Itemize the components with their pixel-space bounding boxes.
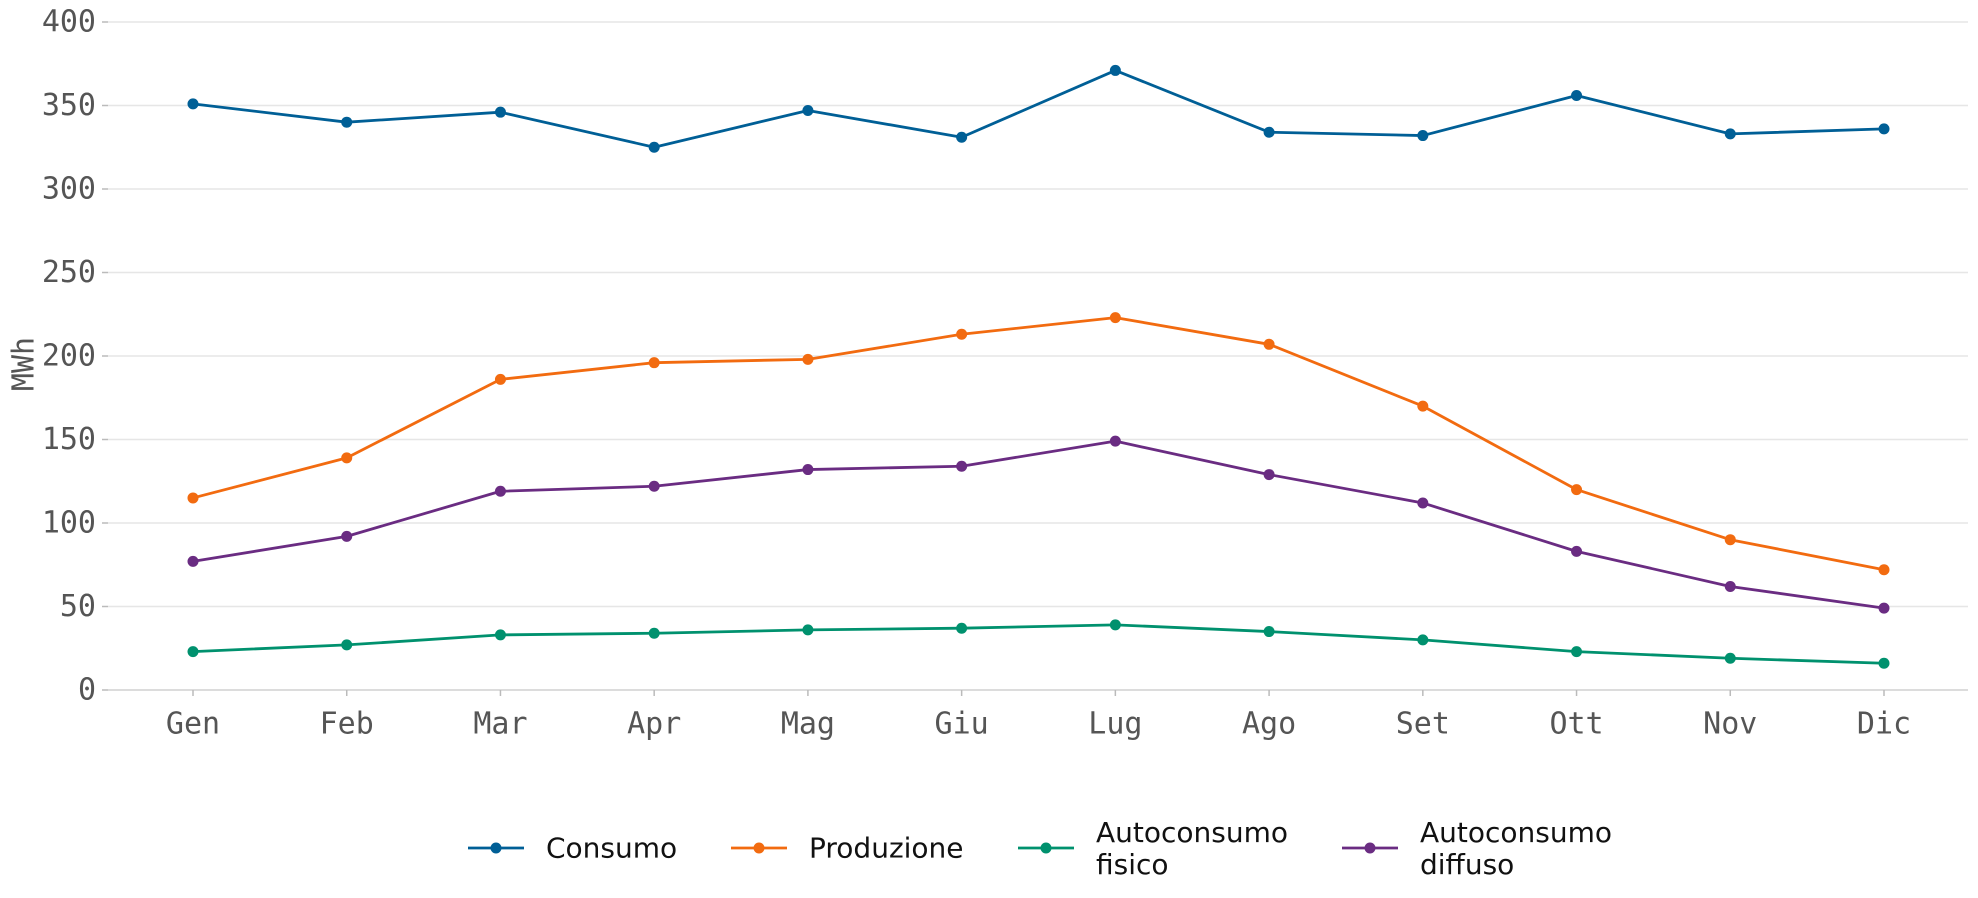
legend-label: Autoconsumo fisico bbox=[1096, 816, 1288, 881]
data-point bbox=[1724, 652, 1736, 664]
legend-entry: Autoconsumo fisico bbox=[1018, 816, 1288, 881]
data-point bbox=[1724, 128, 1736, 140]
data-point bbox=[1109, 312, 1121, 324]
y-axis-title: MWh bbox=[7, 337, 42, 391]
series-line bbox=[191, 623, 1886, 665]
series-layer bbox=[187, 64, 1890, 669]
series-line bbox=[191, 439, 1886, 610]
series-line bbox=[191, 316, 1886, 572]
x-tick-label: Dic bbox=[1857, 707, 1911, 742]
grid-layer bbox=[108, 21, 1968, 608]
data-point bbox=[1263, 469, 1275, 481]
data-point bbox=[1571, 484, 1583, 496]
x-tick-label: Mag bbox=[781, 707, 835, 742]
legend-label: Autoconsumo diffuso bbox=[1420, 816, 1612, 881]
x-tick-label: Nov bbox=[1703, 707, 1757, 742]
data-point bbox=[1571, 545, 1583, 557]
data-point bbox=[1878, 123, 1890, 135]
data-point bbox=[494, 106, 506, 118]
legend-label: Produzione bbox=[809, 832, 964, 865]
data-point bbox=[1263, 126, 1275, 138]
data-point bbox=[1571, 89, 1583, 101]
y-tick-label: 350 bbox=[42, 88, 96, 123]
data-point bbox=[956, 328, 968, 340]
data-point bbox=[956, 622, 968, 634]
data-point bbox=[1571, 646, 1583, 658]
data-point bbox=[648, 627, 660, 639]
data-point bbox=[802, 464, 814, 476]
y-tick-label: 150 bbox=[42, 422, 96, 457]
x-tick-label: Giu bbox=[935, 707, 989, 742]
legend-marker bbox=[1364, 842, 1376, 854]
data-point bbox=[1417, 130, 1429, 142]
y-tick-label: 300 bbox=[42, 172, 96, 207]
series-1 bbox=[187, 312, 1890, 576]
data-point bbox=[648, 357, 660, 369]
x-tick-label: Feb bbox=[320, 707, 374, 742]
data-point bbox=[187, 555, 199, 567]
data-point bbox=[956, 131, 968, 143]
data-point bbox=[494, 485, 506, 497]
data-point bbox=[648, 480, 660, 492]
x-tick-label: Ago bbox=[1242, 707, 1296, 742]
legend-entry: Autoconsumo diffuso bbox=[1342, 816, 1612, 881]
data-point bbox=[1417, 400, 1429, 412]
data-point bbox=[494, 629, 506, 641]
y-tick-label: 0 bbox=[78, 673, 96, 708]
x-tick-label: Mar bbox=[473, 707, 527, 742]
y-tick-label: 250 bbox=[42, 255, 96, 290]
data-point bbox=[1878, 602, 1890, 614]
legend-marker bbox=[1040, 842, 1052, 854]
data-point bbox=[1109, 435, 1121, 447]
data-point bbox=[1263, 626, 1275, 638]
x-tick-label: Lug bbox=[1088, 707, 1142, 742]
x-tick-label: Gen bbox=[166, 707, 220, 742]
y-tick-label: 100 bbox=[42, 506, 96, 541]
legend-label: Consumo bbox=[546, 832, 677, 865]
y-tick-label: 50 bbox=[60, 589, 96, 624]
x-tick-label: Apr bbox=[627, 707, 681, 742]
data-point bbox=[1878, 657, 1890, 669]
data-point bbox=[187, 646, 199, 658]
legend-marker bbox=[753, 842, 765, 854]
x-tick-label: Set bbox=[1396, 707, 1450, 742]
series-0 bbox=[187, 64, 1890, 153]
data-point bbox=[187, 98, 199, 110]
y-tick-label: 200 bbox=[42, 339, 96, 374]
axis-layer: 0 50 100 150 200 250 300 350 400 Gen Feb Mar Apr Mag G… bbox=[7, 5, 1968, 742]
legend: Consumo Produzione Autoconsumo fisico Autoco… bbox=[468, 816, 1612, 881]
data-point bbox=[1417, 497, 1429, 509]
data-point bbox=[187, 492, 199, 504]
data-point bbox=[494, 373, 506, 385]
data-point bbox=[802, 353, 814, 365]
legend-entry: Produzione bbox=[731, 832, 964, 865]
x-tick-label: Ott bbox=[1549, 707, 1603, 742]
data-point bbox=[1263, 338, 1275, 350]
series-line bbox=[191, 69, 1886, 149]
legend-marker bbox=[490, 842, 502, 854]
data-point bbox=[341, 452, 353, 464]
data-point bbox=[341, 116, 353, 128]
data-point bbox=[1878, 564, 1890, 576]
series-3 bbox=[187, 435, 1890, 614]
data-point bbox=[1109, 64, 1121, 76]
data-point bbox=[802, 624, 814, 636]
data-point bbox=[341, 530, 353, 542]
legend-entry: Consumo bbox=[468, 832, 677, 865]
data-point bbox=[956, 460, 968, 472]
data-point bbox=[648, 141, 660, 153]
data-point bbox=[1109, 619, 1121, 631]
data-point bbox=[341, 639, 353, 651]
data-point bbox=[802, 105, 814, 117]
series-2 bbox=[187, 619, 1890, 669]
data-point bbox=[1417, 634, 1429, 646]
data-point bbox=[1724, 534, 1736, 546]
data-point bbox=[1724, 580, 1736, 592]
y-tick-label: 400 bbox=[42, 5, 96, 40]
